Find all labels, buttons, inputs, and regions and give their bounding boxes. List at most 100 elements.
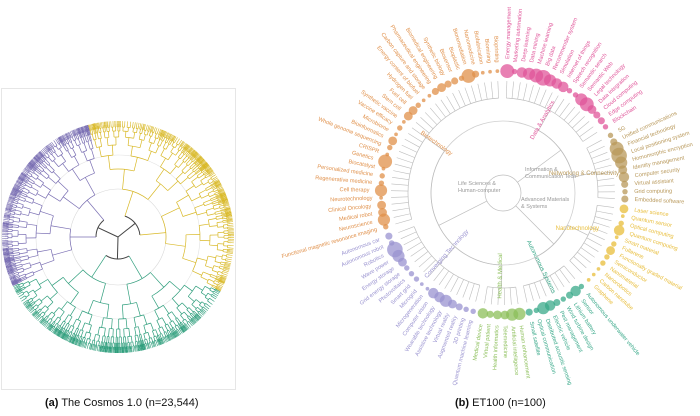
branch	[92, 344, 94, 348]
branch	[195, 162, 200, 166]
branch-arc	[205, 256, 209, 266]
leaf-tick	[22, 170, 26, 173]
leaf-branch	[586, 237, 602, 247]
leaf-tick	[169, 133, 172, 137]
leaf-tick	[24, 167, 28, 170]
branch	[73, 338, 76, 342]
branch	[188, 296, 195, 302]
branch	[84, 131, 87, 136]
branch	[21, 183, 26, 187]
leaf-tick	[37, 318, 40, 321]
branch-arc	[20, 211, 22, 216]
leaf-branch	[544, 278, 553, 294]
branch	[48, 156, 53, 162]
leaf-tick	[227, 262, 231, 264]
branch	[59, 140, 62, 144]
branch	[94, 126, 97, 130]
leaf-tick	[141, 123, 143, 127]
branch	[77, 131, 80, 135]
branch	[167, 314, 172, 322]
branch	[18, 242, 27, 244]
branch	[52, 322, 56, 326]
leaf-tick	[77, 342, 79, 346]
group-label: Information &	[525, 167, 558, 173]
branch	[147, 151, 152, 161]
leaf-dot	[621, 195, 629, 203]
branch	[10, 200, 14, 203]
branch	[108, 131, 110, 138]
branch	[224, 207, 228, 210]
leaf-tick	[218, 287, 222, 290]
branch	[142, 126, 145, 130]
leaf-dot	[557, 81, 569, 93]
branch	[7, 261, 11, 264]
leaf-tick	[34, 155, 38, 159]
leaf-tick	[27, 307, 31, 310]
leaf-dot	[387, 241, 403, 258]
leaf-dot	[587, 105, 597, 114]
branch	[44, 315, 48, 319]
branch	[23, 297, 27, 300]
leaf-tick	[204, 161, 207, 165]
branch	[220, 261, 226, 264]
branch	[199, 160, 202, 164]
leaf-tick	[195, 152, 199, 156]
branch	[61, 138, 64, 142]
branch	[220, 208, 225, 211]
leaf-tick	[143, 346, 145, 351]
branch	[11, 198, 15, 201]
leaf-tick	[4, 211, 8, 213]
leaf-tick	[229, 216, 233, 218]
branch	[63, 137, 66, 141]
branch	[14, 213, 21, 216]
branch	[61, 332, 64, 336]
leaf-tick	[20, 172, 24, 176]
leaf-tick	[48, 327, 51, 331]
leaf-dot	[570, 285, 581, 297]
branch	[20, 275, 27, 279]
branch	[159, 135, 163, 140]
branch	[85, 128, 87, 132]
branch-arc	[79, 172, 95, 181]
leaf-dot	[455, 303, 463, 311]
branch	[50, 314, 56, 320]
branch	[63, 145, 67, 152]
branch	[16, 187, 20, 190]
branch	[186, 148, 189, 152]
branch	[77, 320, 82, 329]
branch	[216, 285, 220, 288]
leaf-tick	[14, 183, 18, 186]
leaf-tick	[21, 299, 25, 302]
leaf-tick	[33, 156, 37, 160]
leaf-tick	[42, 148, 45, 152]
branch-arc	[84, 322, 92, 326]
leaf-tick	[168, 337, 171, 341]
leaf-branch	[484, 286, 488, 304]
leaf-tick	[87, 125, 89, 129]
leaf-tick	[92, 123, 94, 127]
branch	[83, 142, 88, 151]
leaf-tick	[3, 257, 7, 259]
branch	[65, 334, 68, 338]
branch-arc	[130, 155, 148, 161]
branch	[71, 136, 75, 141]
leaf-tick	[138, 347, 141, 351]
branch-arc	[95, 334, 100, 336]
leaf-dot	[477, 308, 489, 319]
branch	[209, 244, 218, 247]
branch	[11, 197, 15, 200]
branch	[214, 182, 218, 185]
branch	[215, 194, 220, 197]
leaf-tick	[13, 186, 17, 188]
leaf-tick	[208, 166, 211, 170]
leaf-branch	[594, 216, 612, 222]
branch-arc	[144, 133, 148, 136]
leaf-tick	[88, 124, 91, 128]
branch-arc	[88, 342, 91, 344]
branch	[18, 189, 23, 192]
leaf-tick	[198, 315, 202, 319]
branch	[40, 295, 48, 302]
branch-arc	[215, 216, 217, 220]
branch	[169, 140, 173, 145]
branch	[202, 164, 205, 167]
